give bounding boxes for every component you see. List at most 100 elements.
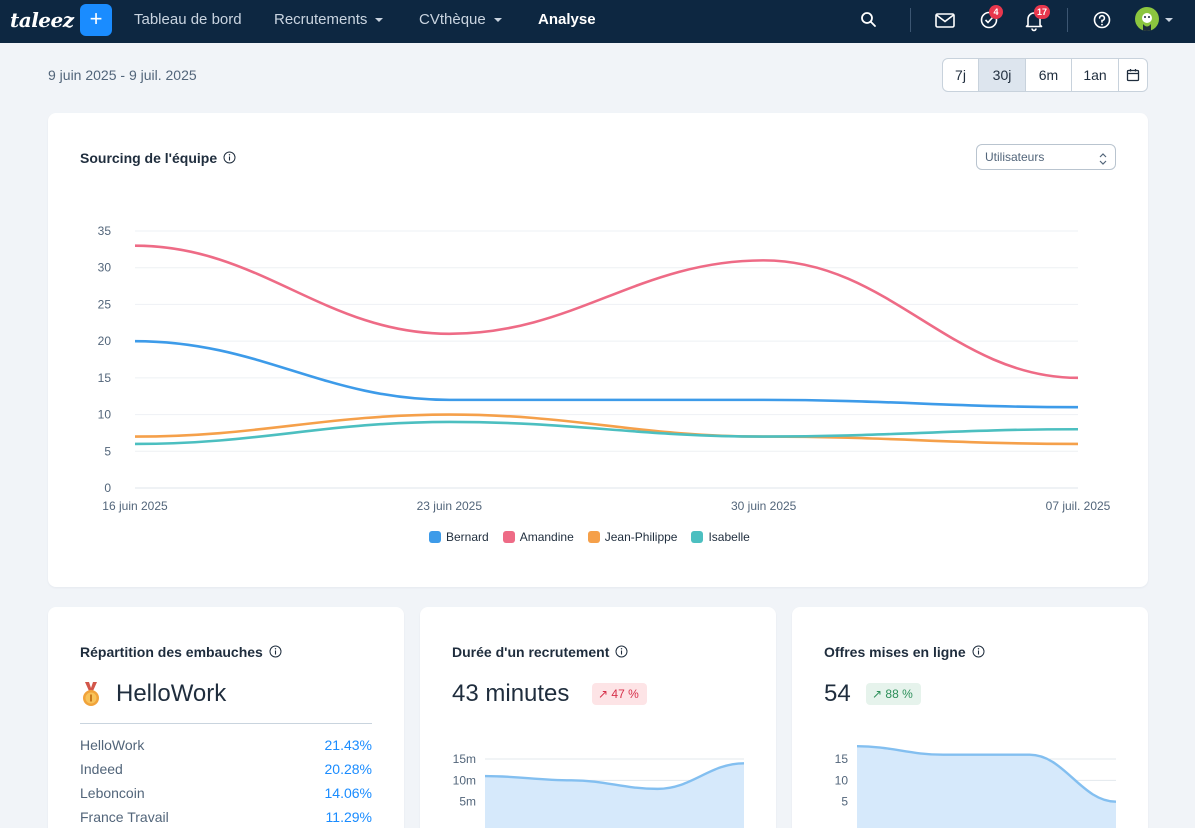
- divider: [80, 723, 372, 724]
- area-fill: [857, 746, 1116, 828]
- chevron-down-icon[interactable]: [1165, 18, 1173, 22]
- nav-label: Tableau de bord: [134, 11, 242, 28]
- legend-swatch: [502, 531, 515, 543]
- source-percent: 21.43%: [324, 737, 372, 753]
- series-line-jean-philippe: [134, 413, 1079, 446]
- nav-label: Analyse: [538, 11, 596, 28]
- offres-title: Offres mises en ligne: [824, 644, 985, 661]
- y-tick-label: 35: [98, 224, 112, 238]
- users-select[interactable]: Utilisateurs: [976, 144, 1116, 170]
- legend-isabelle[interactable]: Isabelle: [691, 530, 750, 544]
- info-icon[interactable]: [972, 645, 985, 661]
- info-icon[interactable]: [269, 645, 282, 661]
- bell-icon[interactable]: 17: [1021, 5, 1051, 34]
- nav-label: Recrutements: [274, 11, 368, 28]
- duree-title: Durée d'un recrutement: [452, 644, 628, 661]
- medal-icon: [80, 682, 102, 713]
- y-tick-label: 25: [98, 297, 112, 311]
- legend-bernard[interactable]: Bernard: [429, 530, 489, 544]
- delta-value: 47 %: [611, 687, 639, 701]
- chart-legend: Bernard Amandine Jean-Philippe Isabelle: [429, 530, 750, 544]
- series-line-amandine: [134, 244, 1079, 380]
- duree-value: 43 minutes: [452, 680, 570, 707]
- help-icon[interactable]: [1089, 8, 1115, 34]
- y-tick-label: 5: [841, 795, 848, 809]
- select-value: Utilisateurs: [985, 150, 1045, 164]
- source-name: Indeed: [80, 761, 123, 777]
- nav-cvtheque[interactable]: CVthèque: [419, 11, 502, 28]
- offres-card: Offres mises en ligne 54 ↗ 88 % 5 10 15: [792, 607, 1148, 828]
- top-source-name: HelloWork: [116, 680, 227, 707]
- y-tick-label: 30: [98, 261, 112, 275]
- tasks-badge: 4: [989, 5, 1003, 19]
- source-percent: 20.28%: [324, 761, 372, 777]
- arrow-up-right-icon: ↗: [598, 687, 609, 701]
- y-tick-label: 10: [98, 408, 112, 422]
- card-title-text: Offres mises en ligne: [824, 644, 966, 660]
- source-name: France Travail: [80, 809, 169, 825]
- toolbar-divider: [1067, 8, 1068, 32]
- y-tick-label: 0: [104, 481, 111, 495]
- nav-tableau-de-bord[interactable]: Tableau de bord: [134, 11, 242, 28]
- repartition-card: Répartition des embauches HelloWork Hell…: [48, 607, 404, 828]
- x-tick-label: 07 juil. 2025: [1046, 499, 1111, 513]
- duree-card: Durée d'un recrutement 43 minutes ↗ 47 %…: [420, 607, 776, 828]
- avatar[interactable]: [1135, 7, 1159, 31]
- chevron-down-icon: [375, 18, 384, 23]
- y-tick-label: 5: [104, 444, 111, 458]
- period-7j-button[interactable]: 7j: [943, 59, 979, 91]
- legend-label: Jean-Philippe: [604, 530, 678, 544]
- y-tick-label: 5m: [459, 795, 476, 809]
- repartition-list: HelloWork 21.43% Indeed 20.28% Leboncoin 14…: [80, 737, 372, 828]
- legend-swatch: [691, 531, 704, 543]
- legend-swatch: [429, 531, 441, 543]
- repartition-title: Répartition des embauches: [80, 644, 282, 661]
- sourcing-card: Sourcing de l'équipe Utilisateurs 0 5 10 15…: [48, 113, 1148, 587]
- series-line-isabelle: [134, 420, 1079, 446]
- calendar-icon[interactable]: [1119, 59, 1147, 91]
- toolbar-divider: [910, 8, 911, 32]
- delta-value: 88 %: [885, 687, 913, 701]
- sourcing-line-chart: 0 5 10 15 20 25 30 35 16 juin 2025 23 juin 2025 30…: [98, 224, 1111, 513]
- nav-analyse[interactable]: Analyse: [538, 11, 596, 28]
- offres-value: 54: [824, 680, 851, 707]
- date-range-label: 9 juin 2025 - 9 juil. 2025: [48, 67, 197, 83]
- search-icon[interactable]: [856, 8, 882, 34]
- source-name: HelloWork: [80, 737, 145, 753]
- info-icon[interactable]: [615, 645, 628, 661]
- list-item: France Travail 11.29%: [80, 809, 372, 828]
- create-button[interactable]: +: [80, 4, 112, 36]
- duree-delta-badge: ↗ 47 %: [592, 683, 647, 705]
- source-name: Leboncoin: [80, 785, 145, 801]
- offres-area-chart: 5 10 15: [835, 745, 1117, 828]
- area-line: [856, 745, 1117, 803]
- tasks-icon[interactable]: 4: [976, 5, 1003, 34]
- legend-label: Isabelle: [708, 530, 750, 544]
- y-tick-label: 15: [835, 752, 849, 766]
- area-line: [484, 762, 745, 791]
- notifications-badge: 17: [1034, 5, 1051, 19]
- period-30j-button[interactable]: 30j: [979, 59, 1026, 91]
- period-selector: 7j 30j 6m 1an: [942, 58, 1148, 92]
- mail-icon[interactable]: [932, 8, 958, 34]
- legend-amandine[interactable]: Amandine: [502, 530, 574, 544]
- taleez-logo[interactable]: taleez: [10, 8, 74, 32]
- y-tick-label: 10m: [453, 773, 476, 787]
- nav-recrutements[interactable]: Recrutements: [274, 11, 384, 28]
- nav-label: CVthèque: [419, 11, 486, 28]
- period-6m-button[interactable]: 6m: [1026, 59, 1072, 91]
- x-tick-label: 16 juin 2025: [102, 499, 168, 513]
- legend-swatch: [587, 531, 600, 543]
- period-1an-button[interactable]: 1an: [1072, 59, 1119, 91]
- arrow-up-right-icon: ↗: [872, 687, 883, 701]
- source-percent: 14.06%: [324, 785, 372, 801]
- series-line-bernard: [134, 339, 1079, 409]
- duree-area-chart: 5m 10m 15m: [453, 752, 745, 828]
- select-arrows-icon: [1099, 150, 1107, 174]
- chevron-down-icon: [493, 18, 502, 23]
- offres-delta-badge: ↗ 88 %: [866, 683, 921, 705]
- list-item: Indeed 20.28%: [80, 761, 372, 785]
- info-icon[interactable]: [223, 151, 236, 167]
- legend-jean-philippe[interactable]: Jean-Philippe: [587, 530, 678, 544]
- y-tick-label: 15m: [453, 752, 476, 766]
